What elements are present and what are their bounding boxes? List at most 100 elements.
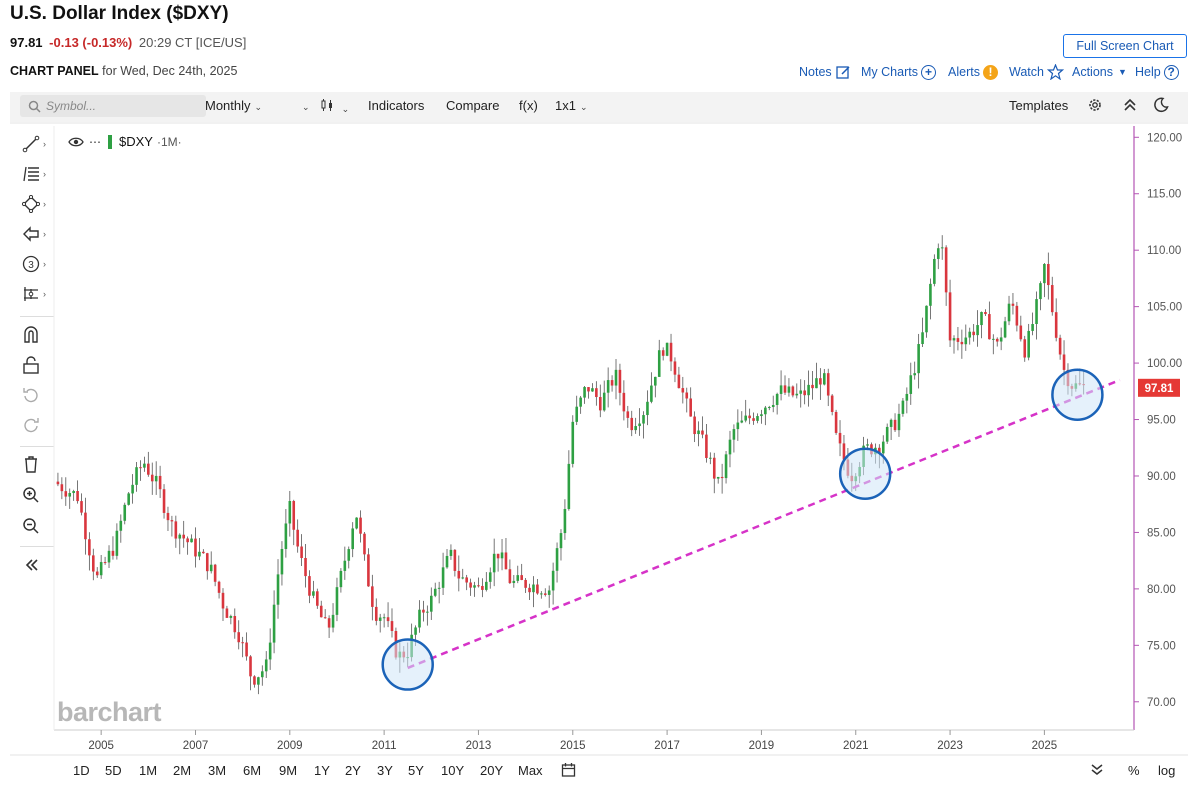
undo-button[interactable] — [22, 384, 56, 406]
chevron-down-icon: ⌄ — [254, 102, 263, 112]
candle-body — [642, 415, 645, 424]
eye-icon[interactable] — [68, 136, 84, 148]
y-tick-label: 105.00 — [1147, 302, 1182, 314]
dark-mode-toggle[interactable] — [1153, 97, 1169, 116]
candle-body — [178, 534, 182, 539]
candle-body — [929, 283, 932, 306]
tool-counter[interactable]: 3 › — [22, 253, 56, 275]
range-10y[interactable]: 10Y — [441, 763, 465, 778]
log-scale-toggle[interactable]: log — [1158, 763, 1176, 778]
redo-button[interactable] — [22, 414, 56, 436]
x-tick-label: 2017 — [654, 740, 680, 752]
tool-lock[interactable] — [22, 354, 56, 376]
range-20y[interactable]: 20Y — [480, 763, 504, 778]
barchart-watermark: barchart — [57, 697, 162, 727]
chevron-right-icon: › — [43, 289, 46, 299]
range-5y[interactable]: 5Y — [408, 763, 424, 778]
tool-arrow[interactable]: › — [22, 223, 56, 245]
candle-body — [669, 342, 673, 362]
range-3m[interactable]: 3M — [208, 763, 227, 778]
highlight-circle[interactable] — [838, 447, 892, 500]
candle-body — [217, 581, 221, 593]
candle-body — [1043, 263, 1046, 284]
candle-body — [897, 413, 901, 431]
tool-fibonacci[interactable]: › — [22, 163, 56, 185]
candle-body — [995, 338, 999, 342]
candle-body — [382, 617, 386, 619]
tool-shapes[interactable]: › — [22, 193, 56, 215]
candle-body — [351, 528, 354, 550]
alerts-link[interactable]: Alerts ! — [948, 63, 998, 81]
collapse-toolbar-button[interactable] — [24, 554, 58, 576]
percent-scale-toggle[interactable]: % — [1128, 763, 1140, 778]
candle-body — [1074, 383, 1078, 389]
candle-body — [771, 404, 775, 408]
candle-body — [327, 618, 331, 628]
zoom-out-button[interactable] — [22, 515, 56, 537]
candle-body — [225, 608, 229, 618]
range-2m[interactable]: 2M — [173, 763, 192, 778]
candle-body — [84, 512, 87, 540]
tool-magnet[interactable] — [22, 323, 56, 345]
calendar-button[interactable] — [561, 762, 576, 782]
range-6m[interactable]: 6M — [243, 763, 262, 778]
candle-body — [72, 491, 75, 494]
more-dots-icon[interactable]: ⋯ — [89, 134, 101, 149]
line-tool-icon — [22, 135, 40, 153]
indicators-button[interactable]: Indicators — [368, 98, 425, 113]
candle-body — [1019, 325, 1023, 340]
candle-body — [673, 361, 677, 375]
settings-button[interactable] — [1087, 97, 1103, 116]
candle-body — [988, 314, 991, 340]
range-5d[interactable]: 5D — [105, 763, 122, 778]
candle-body — [304, 558, 307, 577]
range-1d[interactable]: 1D — [73, 763, 90, 778]
collapse-button[interactable] — [1123, 97, 1137, 116]
range-1y[interactable]: 1Y — [314, 763, 330, 778]
candle-body — [367, 554, 370, 587]
delete-drawings-button[interactable] — [22, 453, 56, 475]
chart-type-select[interactable]: ⌄ — [320, 98, 349, 115]
candle-body — [724, 454, 728, 479]
symbol-search-input[interactable]: Symbol... — [20, 95, 206, 117]
highlight-circle[interactable] — [1051, 368, 1104, 421]
range-2y[interactable]: 2Y — [345, 763, 361, 778]
candlestick-icon — [321, 99, 332, 111]
candle-body — [260, 671, 264, 678]
notes-link[interactable]: Notes — [799, 63, 851, 81]
zoom-in-button[interactable] — [22, 484, 56, 506]
range-9m[interactable]: 9M — [279, 763, 298, 778]
candle-body — [779, 385, 783, 394]
highlight-circle[interactable] — [381, 638, 434, 691]
help-link[interactable]: Help ? — [1135, 63, 1179, 81]
chevron-down-icon: ⌄ — [341, 104, 350, 114]
fx-button[interactable]: f(x) — [519, 98, 538, 113]
candle-body — [602, 392, 606, 411]
actions-menu[interactable]: Actions ▼ — [1072, 63, 1127, 81]
trendline[interactable] — [407, 378, 1121, 670]
range-3y[interactable]: 3Y — [377, 763, 393, 778]
full-screen-chart-button[interactable]: Full Screen Chart — [1063, 34, 1187, 58]
double-chevron-down-icon — [1091, 764, 1103, 775]
candle-body — [579, 397, 582, 407]
candle-body — [532, 584, 535, 593]
range-1m[interactable]: 1M — [139, 763, 158, 778]
tool-measure[interactable]: › — [22, 283, 56, 305]
interval-dropdown-toggle[interactable]: ⌄ — [298, 98, 310, 113]
scroll-down-button[interactable] — [1090, 762, 1104, 781]
layout-select[interactable]: 1x1 ⌄ — [555, 98, 588, 113]
templates-button[interactable]: Templates — [1009, 98, 1069, 113]
my-charts-link[interactable]: My Charts + — [861, 63, 936, 81]
tool-line[interactable]: › — [22, 133, 56, 155]
range-max[interactable]: Max — [518, 763, 543, 778]
candle-body — [1035, 299, 1038, 325]
x-tick-label: 2009 — [277, 740, 303, 752]
candle-body — [1027, 330, 1030, 358]
candle-body — [1062, 354, 1066, 370]
watch-link[interactable]: Watch — [1009, 63, 1064, 81]
compare-button[interactable]: Compare — [446, 98, 500, 113]
gear-icon — [1089, 99, 1101, 111]
candle-body — [536, 584, 539, 594]
interval-select[interactable]: Monthly ⌄ — [205, 98, 262, 113]
candle-body — [791, 386, 795, 396]
